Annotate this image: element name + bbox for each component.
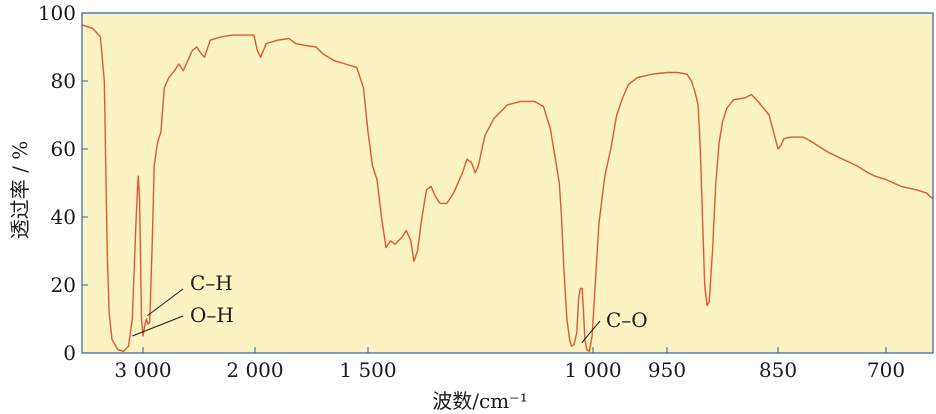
x-axis-title: 波数/cm⁻¹ [432,389,527,413]
x-tick-label: 1 000 [564,358,621,382]
plot-frame [81,12,934,354]
y-tick-label: 20 [51,273,76,297]
annotation-label: C–O [606,308,648,332]
y-tick-label: 40 [51,205,76,229]
y-tick-label: 0 [63,341,76,365]
y-tick-label: 60 [51,137,76,161]
x-tick-label: 2 000 [226,358,283,382]
annotation-leader [132,315,184,337]
x-tick-label: 3 000 [114,358,171,382]
y-tick-label: 100 [38,1,76,25]
x-tick-label: 950 [648,358,686,382]
y-axis-title: 透过率 / % [8,141,32,239]
annotation-leader [581,320,601,344]
plot-area [82,13,933,353]
x-tick-label: 850 [759,358,797,382]
x-tick-label: 1 500 [339,358,396,382]
x-tick-label: 700 [867,358,905,382]
annotation-label: C–H [190,271,233,295]
y-tick-label: 80 [51,69,76,93]
annotation-leader [147,288,184,317]
spectrum-line [81,24,934,352]
annotation-label: O–H [190,303,234,327]
